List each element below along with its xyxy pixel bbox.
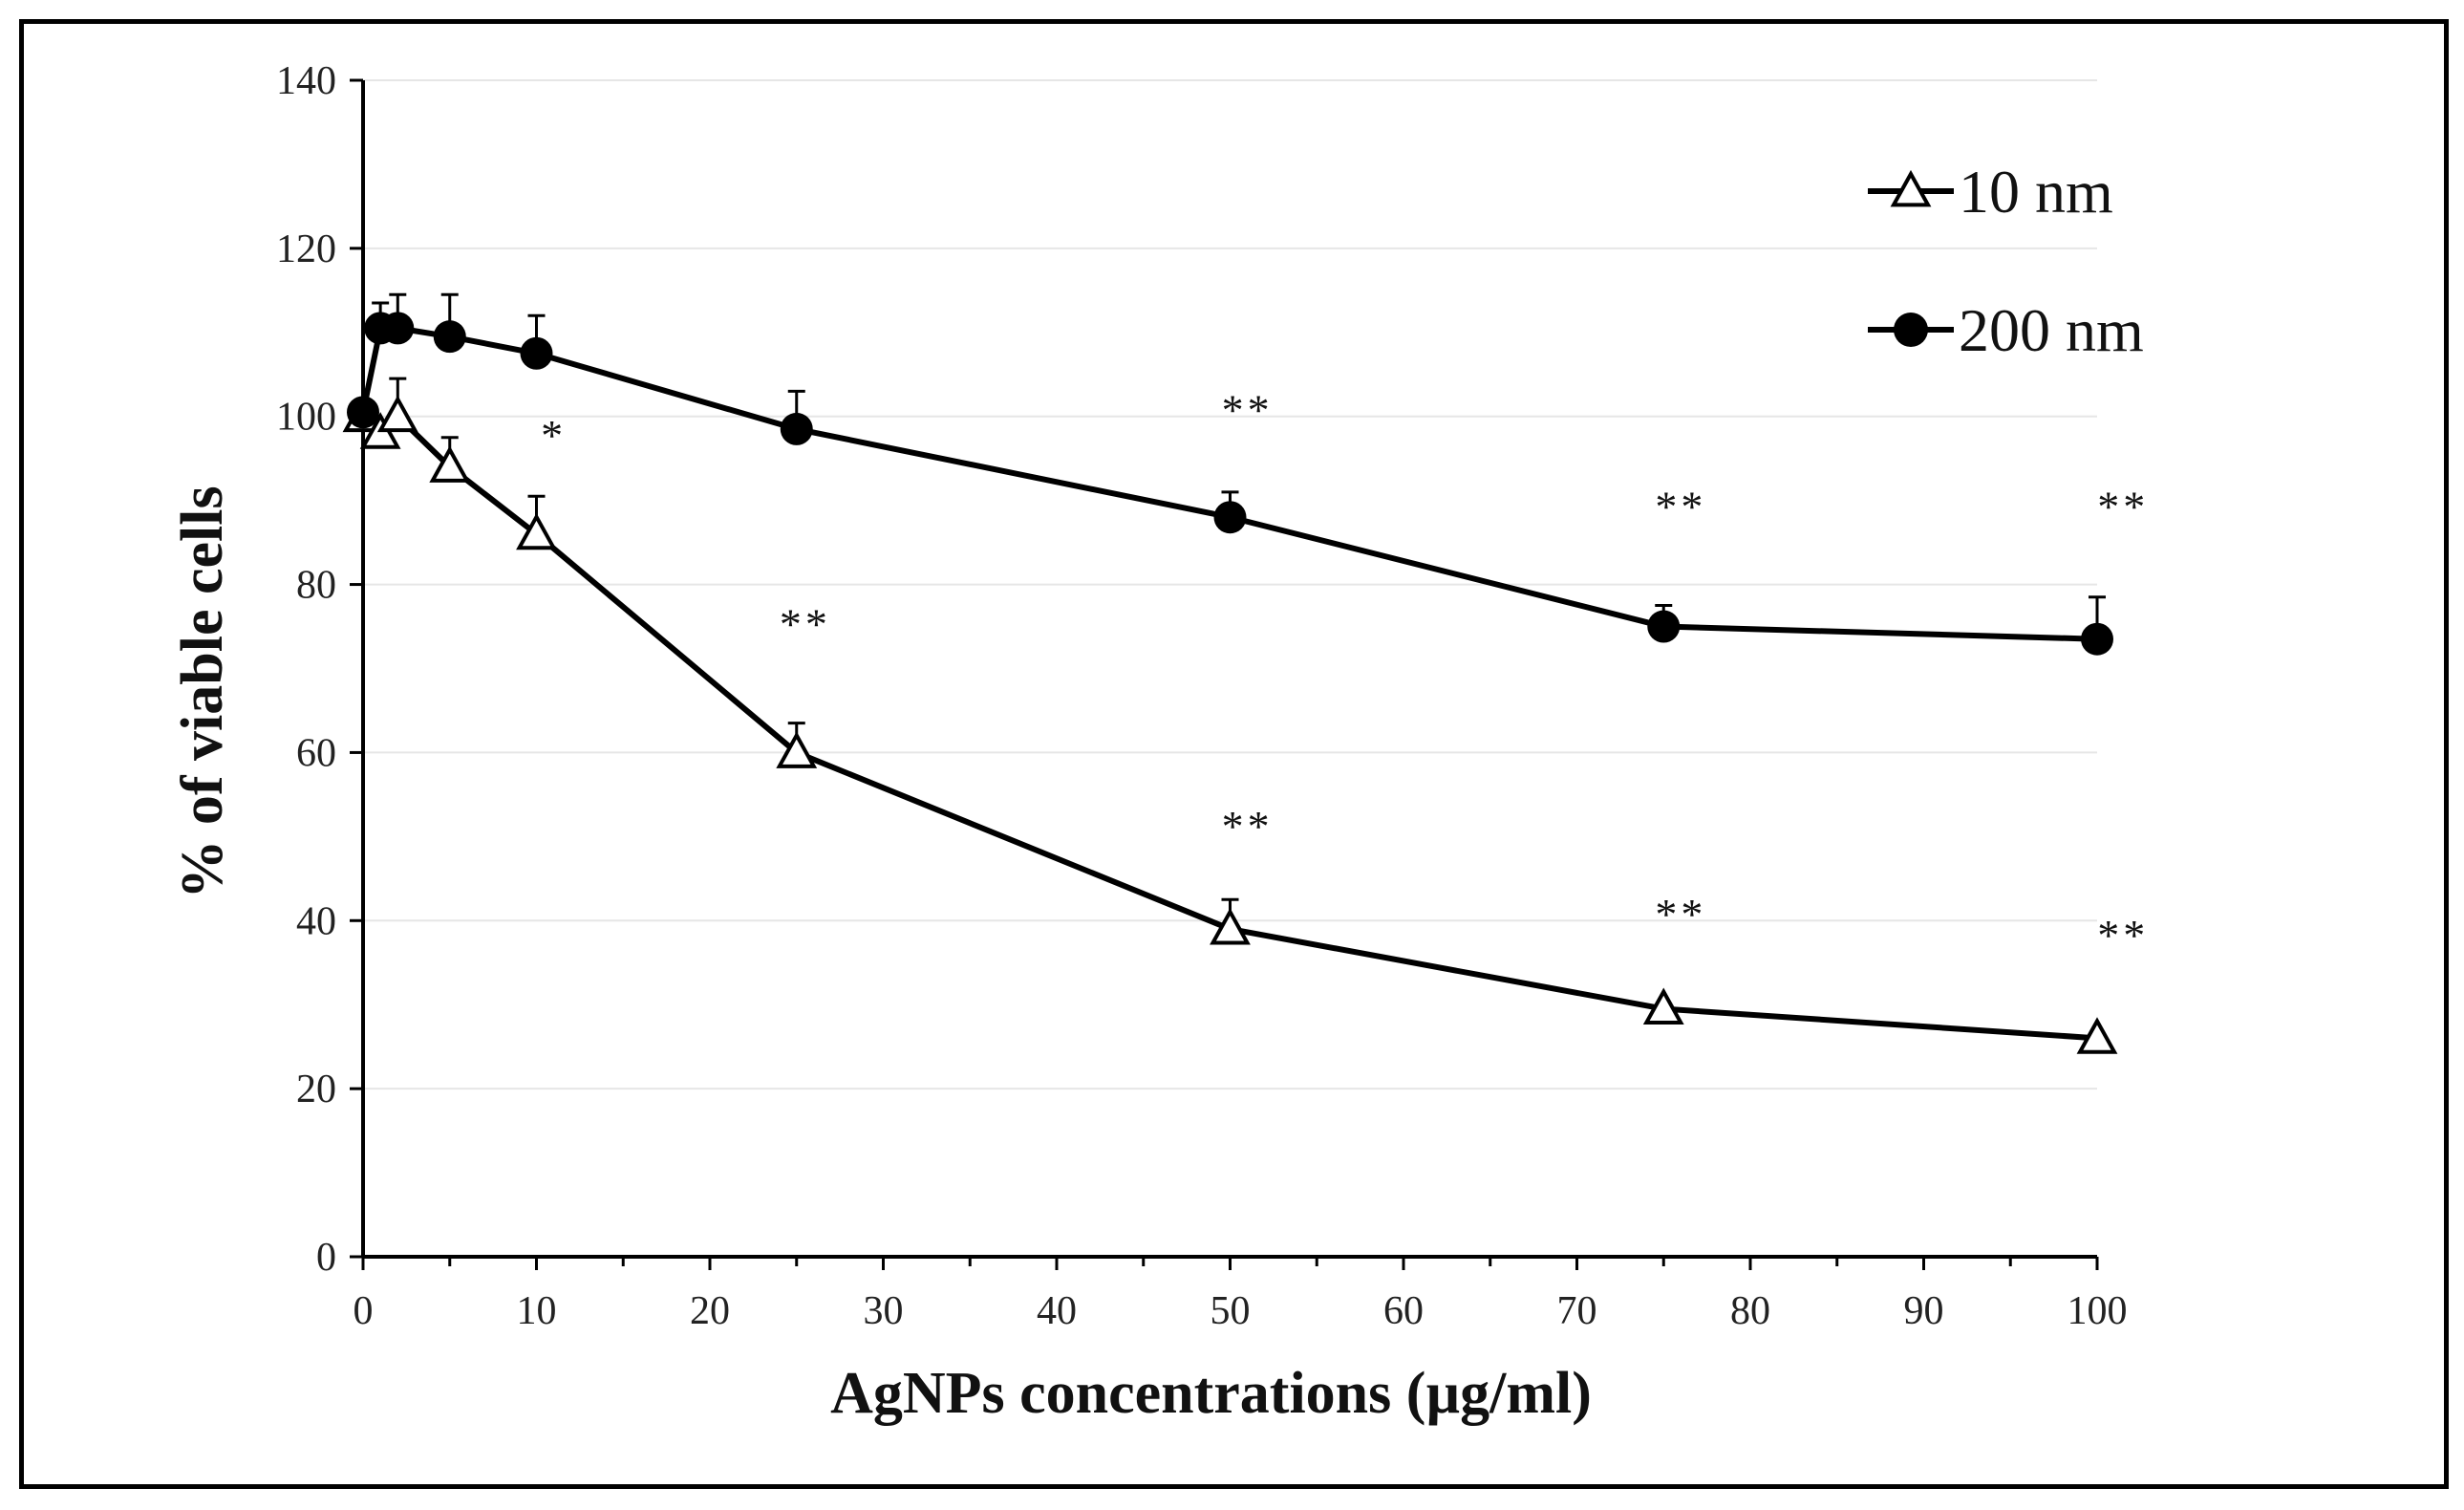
y-tick-label: 120 — [276, 227, 336, 271]
y-tick-label: 80 — [296, 564, 336, 608]
marker-triangle — [516, 512, 557, 550]
significance-mark: ** — [2097, 911, 2149, 960]
y-tick-label: 0 — [316, 1236, 336, 1280]
y-tick-label: 20 — [296, 1068, 336, 1111]
significance-mark: ** — [1222, 386, 1274, 435]
x-tick-label: 90 — [1904, 1289, 1944, 1333]
marker-circle — [381, 312, 415, 345]
x-tick-label: 50 — [1211, 1289, 1251, 1333]
significance-mark: ** — [2097, 483, 2149, 531]
marker-triangle — [776, 731, 818, 768]
y-axis-title: % of viable cells — [170, 485, 235, 898]
marker-circle — [347, 396, 379, 429]
marker-triangle — [429, 445, 471, 483]
x-tick-label: 10 — [517, 1289, 557, 1333]
legend-label-200nm: 200 nm — [1959, 296, 2144, 364]
series-line-200nm — [360, 325, 2098, 642]
x-tick-label: 70 — [1557, 1289, 1597, 1333]
marker-triangle — [1210, 907, 1251, 945]
marker-triangle — [1642, 987, 1684, 1025]
x-axis-title: AgNPs concentrations (µg/ml) — [830, 1361, 1592, 1426]
significance-mark: ** — [1655, 890, 1706, 938]
x-tick-label: 80 — [1730, 1289, 1770, 1333]
marker-circle — [780, 412, 813, 445]
significance-mark: ** — [780, 600, 831, 649]
marker-circle — [2081, 622, 2113, 656]
significance-mark: * — [541, 411, 567, 460]
x-tick-label: 60 — [1383, 1289, 1424, 1333]
legend-marker-triangle — [1890, 169, 1932, 207]
x-tick-label: 0 — [354, 1289, 374, 1333]
figure-frame — [19, 19, 2449, 1489]
x-tick-label: 100 — [2068, 1289, 2128, 1333]
marker-triangle — [376, 395, 418, 433]
x-tick-label: 20 — [690, 1289, 730, 1333]
marker-circle — [1213, 501, 1247, 534]
y-tick-label: 40 — [296, 899, 336, 943]
marker-circle — [520, 336, 553, 370]
y-tick-label: 60 — [296, 731, 336, 775]
marker-circle — [433, 320, 466, 354]
y-tick-label: 140 — [276, 59, 336, 103]
x-tick-label: 30 — [864, 1289, 904, 1333]
x-tick-label: 40 — [1037, 1289, 1077, 1333]
y-tick-label: 100 — [276, 396, 336, 440]
marker-circle — [1647, 610, 1681, 643]
significance-mark: ** — [1222, 802, 1274, 851]
significance-mark: ** — [1655, 483, 1706, 531]
legend-marker-circle — [1894, 313, 1928, 347]
marker-triangle — [2076, 1017, 2118, 1054]
legend-label-10nm: 10 nm — [1959, 158, 2113, 226]
